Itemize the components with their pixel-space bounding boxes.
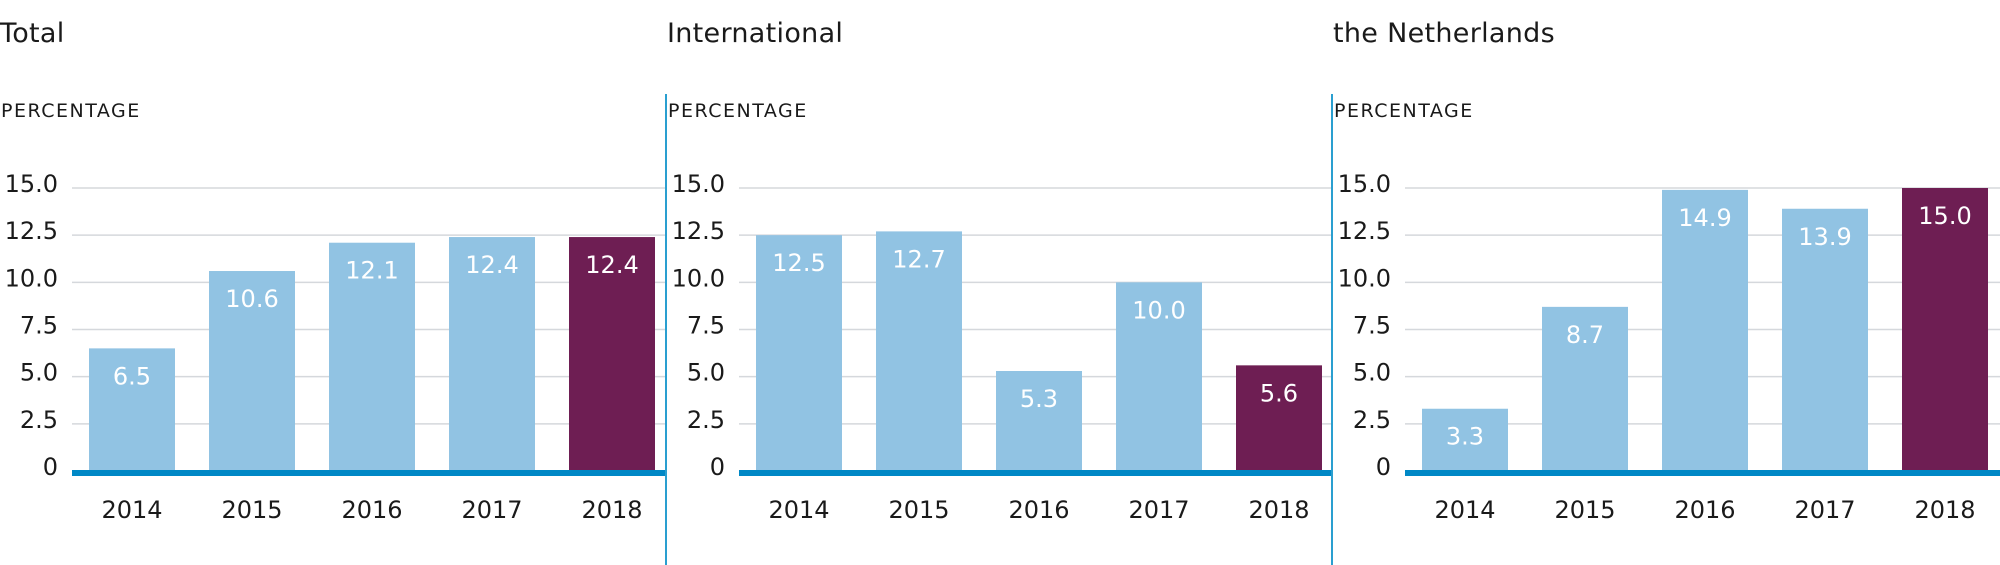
chart-title: the Netherlands bbox=[1333, 18, 1555, 49]
y-tick-label: 5.0 bbox=[1353, 359, 1391, 387]
y-tick-label: 10.0 bbox=[672, 264, 725, 292]
x-tick-label: 2018 bbox=[581, 496, 642, 524]
bar-value-label: 8.7 bbox=[1566, 321, 1604, 349]
y-tick-label: 12.5 bbox=[5, 217, 58, 245]
x-tick-label: 2017 bbox=[1794, 496, 1855, 524]
y-tick-label: 2.5 bbox=[1353, 406, 1391, 434]
bar bbox=[1116, 282, 1202, 471]
bar-value-label: 10.0 bbox=[1132, 296, 1185, 324]
bar bbox=[1662, 189, 1748, 472]
bar-value-label: 5.3 bbox=[1020, 385, 1058, 413]
x-tick-label: 2015 bbox=[888, 496, 949, 524]
x-tick-label: 2016 bbox=[1008, 496, 1069, 524]
x-tick-label: 2016 bbox=[1674, 496, 1735, 524]
x-tick-label: 2014 bbox=[1434, 496, 1495, 524]
panel-divider bbox=[665, 94, 667, 565]
y-tick-label: 10.0 bbox=[1338, 264, 1391, 292]
bar bbox=[996, 371, 1082, 471]
bar-value-label: 6.5 bbox=[113, 362, 151, 390]
bar-highlight bbox=[1236, 365, 1322, 471]
bar bbox=[756, 235, 842, 471]
bar bbox=[1422, 408, 1508, 471]
bar-value-label: 12.7 bbox=[892, 245, 945, 273]
y-axis-unit-label: PERCENTAGE bbox=[1, 100, 141, 122]
x-tick-label: 2015 bbox=[221, 496, 282, 524]
y-axis-unit-label: PERCENTAGE bbox=[668, 100, 808, 122]
x-axis-baseline bbox=[72, 470, 665, 476]
y-tick-label: 0 bbox=[710, 453, 725, 481]
y-tick-label: 7.5 bbox=[1353, 312, 1391, 340]
bar bbox=[876, 231, 962, 471]
y-tick-label: 5.0 bbox=[687, 359, 725, 387]
x-tick-label: 2017 bbox=[1128, 496, 1189, 524]
bar-value-label: 15.0 bbox=[1918, 202, 1971, 230]
bar bbox=[1782, 208, 1868, 471]
y-tick-label: 12.5 bbox=[1338, 217, 1391, 245]
bar-value-label: 5.6 bbox=[1260, 379, 1298, 407]
chart-panel-international: International PERCENTAGE 0 2.5 5.0 7.5 10.0 1… bbox=[667, 0, 1334, 565]
x-tick-label: 2017 bbox=[461, 496, 522, 524]
bar-value-label: 12.4 bbox=[585, 251, 638, 279]
x-tick-label: 2014 bbox=[101, 496, 162, 524]
y-tick-label: 2.5 bbox=[687, 406, 725, 434]
bar-value-label: 14.9 bbox=[1678, 204, 1731, 232]
bar-value-label: 12.1 bbox=[345, 257, 398, 285]
y-tick-label: 0 bbox=[43, 453, 58, 481]
bar-chart-netherlands: 0 2.5 5.0 7.5 10.0 12.5 15.0 3.3 2014 8.7 2015 14.9… bbox=[1338, 170, 2000, 524]
x-tick-label: 2015 bbox=[1554, 496, 1615, 524]
y-tick-label: 2.5 bbox=[20, 406, 58, 434]
y-tick-label: 12.5 bbox=[672, 217, 725, 245]
y-tick-label: 5.0 bbox=[20, 359, 58, 387]
bar-chart-total: 0 2.5 5.0 7.5 10.0 12.5 15.0 6.5 2014 10.6 2015 12.… bbox=[5, 170, 665, 524]
bar-value-label: 10.6 bbox=[225, 285, 278, 313]
y-tick-label: 10.0 bbox=[5, 264, 58, 292]
y-tick-label: 15.0 bbox=[1338, 170, 1391, 198]
bar-value-label: 12.4 bbox=[465, 251, 518, 279]
x-axis-baseline bbox=[1405, 470, 2000, 476]
bar bbox=[329, 242, 415, 471]
x-tick-label: 2016 bbox=[341, 496, 402, 524]
y-tick-label: 7.5 bbox=[20, 312, 58, 340]
bar-value-label: 3.3 bbox=[1446, 423, 1484, 451]
bar-value-label: 13.9 bbox=[1798, 223, 1851, 251]
chart-panel-total: Total PERCENTAGE 0 2.5 5.0 7.5 10.0 12.5 15.0 6… bbox=[0, 0, 667, 565]
chart-title: International bbox=[667, 18, 844, 49]
bar bbox=[209, 271, 295, 471]
y-tick-label: 15.0 bbox=[672, 170, 725, 198]
y-tick-label: 0 bbox=[1376, 453, 1391, 481]
chart-panel-netherlands: the Netherlands PERCENTAGE 0 2.5 5.0 7.5 10.… bbox=[1333, 0, 2000, 565]
bar bbox=[1542, 306, 1628, 471]
bar-highlight bbox=[569, 237, 655, 471]
bar-value-label: 12.5 bbox=[772, 249, 825, 277]
x-tick-label: 2018 bbox=[1914, 496, 1975, 524]
x-tick-label: 2018 bbox=[1248, 496, 1309, 524]
bar-highlight bbox=[1902, 188, 1988, 471]
y-tick-label: 15.0 bbox=[5, 170, 58, 198]
x-axis-baseline bbox=[739, 470, 1332, 476]
bar bbox=[89, 348, 175, 471]
bar bbox=[449, 237, 535, 471]
y-axis-unit-label: PERCENTAGE bbox=[1334, 100, 1474, 122]
chart-title: Total bbox=[0, 18, 65, 49]
panel-divider bbox=[1331, 94, 1333, 565]
y-tick-label: 7.5 bbox=[687, 312, 725, 340]
bar-chart-international: 0 2.5 5.0 7.5 10.0 12.5 15.0 12.5 2014 12.7 2015 5.… bbox=[672, 170, 1332, 524]
x-tick-label: 2014 bbox=[768, 496, 829, 524]
